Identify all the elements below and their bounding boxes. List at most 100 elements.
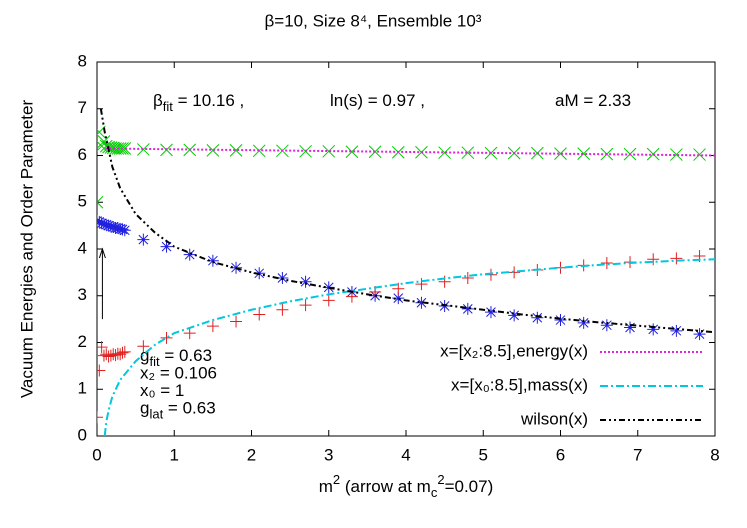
- legend-label: x=[x₂:8.5],energy(x): [440, 341, 588, 360]
- data-point: [415, 278, 428, 291]
- annotation-part: = 10.16 ,: [173, 91, 244, 110]
- data-point: [116, 346, 129, 359]
- data-point: [160, 240, 173, 253]
- data-point: [229, 144, 243, 157]
- y-tick-label: 3: [78, 285, 87, 304]
- data-point: [206, 144, 220, 157]
- x-tick-label: 0: [92, 445, 101, 464]
- data-point: [345, 145, 359, 159]
- data-point: [102, 219, 115, 232]
- data-point: [600, 257, 613, 270]
- data-point: [508, 309, 521, 322]
- data-point: [118, 345, 131, 358]
- data-point: [97, 364, 106, 377]
- y-tick-label: 7: [78, 98, 87, 117]
- data-point: [252, 144, 266, 158]
- data-point: [322, 144, 336, 158]
- data-point: [183, 327, 196, 340]
- data-point: [183, 248, 196, 261]
- data-point: [102, 350, 115, 363]
- fit-label: x₂ = 0.106: [140, 364, 217, 383]
- data-point: [230, 315, 243, 328]
- annotation: βfit = 10.16 ,: [153, 91, 244, 114]
- x-tick-label: 7: [633, 445, 642, 464]
- data-point: [322, 294, 335, 307]
- data-point: [600, 319, 613, 332]
- fit-label: gfit = 0.63: [140, 346, 212, 369]
- annotation-part: fit: [163, 99, 174, 114]
- data-point: [392, 282, 405, 295]
- data-point: [461, 302, 474, 315]
- y-tick-label: 2: [78, 332, 87, 351]
- data-point: [554, 314, 567, 327]
- fit-line: [103, 258, 715, 436]
- data-point: [137, 233, 150, 246]
- data-point: [508, 266, 521, 279]
- data-point: [107, 221, 120, 234]
- x-axis-label-part: 2: [437, 472, 444, 487]
- legend-label: x=[x₀:8.5],mass(x): [451, 375, 588, 394]
- x-axis-label-part: =0.07): [445, 477, 494, 496]
- data-point: [97, 217, 108, 230]
- data-point: [109, 142, 122, 155]
- fit-label-part: x₂ = 0.106: [140, 364, 217, 383]
- fit-line: [105, 147, 715, 157]
- data-point: [670, 252, 683, 265]
- data-point: [97, 135, 111, 148]
- data-point: [100, 218, 113, 231]
- data-point: [531, 311, 544, 324]
- data-point: [97, 341, 108, 354]
- x-tick-label: 3: [324, 445, 333, 464]
- y-tick-label: 8: [78, 51, 87, 70]
- data-point: [670, 324, 683, 337]
- fit-label-part: g: [140, 346, 149, 365]
- data-point: [111, 221, 124, 234]
- data-point: [97, 411, 103, 424]
- chart-title: β=10, Size 8⁴, Ensemble 10³: [265, 11, 482, 30]
- data-point: [276, 271, 289, 284]
- annotation-part: aM = 2.33: [555, 91, 631, 110]
- data-point: [116, 223, 129, 236]
- x-axis-label-part: c: [431, 485, 438, 500]
- x-tick-label: 5: [479, 445, 488, 464]
- data-point: [577, 147, 591, 160]
- data-point: [137, 340, 150, 353]
- x-axis-label: m2 (arrow at mc2=0.07): [319, 472, 494, 500]
- data-point: [160, 331, 173, 344]
- fit-label-part: x₀ = 1: [140, 381, 184, 400]
- data-point: [624, 321, 637, 334]
- fit-label-part: = 0.63: [160, 346, 212, 365]
- annotation: aM = 2.33: [555, 91, 631, 110]
- data-point: [577, 316, 590, 329]
- data-point: [461, 271, 474, 284]
- x-tick-label: 4: [401, 445, 410, 464]
- y-tick-label: 4: [78, 238, 87, 257]
- data-point: [647, 253, 660, 266]
- data-point: [392, 292, 405, 305]
- fit-line: [99, 108, 715, 334]
- annotation-part: ln(s) = 0.97 ,: [330, 91, 425, 110]
- data-point: [97, 195, 104, 209]
- fit-label-part: g: [140, 399, 149, 418]
- y-tick-label: 0: [78, 425, 87, 444]
- y-axis-label: Vacuum Energies and Order Parameter: [17, 100, 36, 399]
- data-point: [647, 323, 660, 336]
- data-point: [276, 303, 289, 316]
- data-point: [461, 146, 475, 160]
- data-point: [554, 147, 567, 160]
- x-axis-label-part: (arrow at m: [340, 477, 431, 496]
- data-point: [299, 275, 312, 288]
- data-point: [415, 296, 428, 309]
- x-axis-label-part: m: [319, 477, 333, 496]
- x-axis-label-part: 2: [333, 472, 340, 487]
- data-point: [693, 148, 706, 161]
- data-point: [109, 349, 122, 362]
- data-point: [97, 215, 106, 228]
- data-point: [136, 143, 150, 156]
- x-tick-label: 8: [710, 445, 719, 464]
- data-point: [206, 320, 219, 333]
- data-point: [118, 224, 131, 237]
- data-point: [438, 146, 451, 160]
- data-point: [299, 299, 312, 312]
